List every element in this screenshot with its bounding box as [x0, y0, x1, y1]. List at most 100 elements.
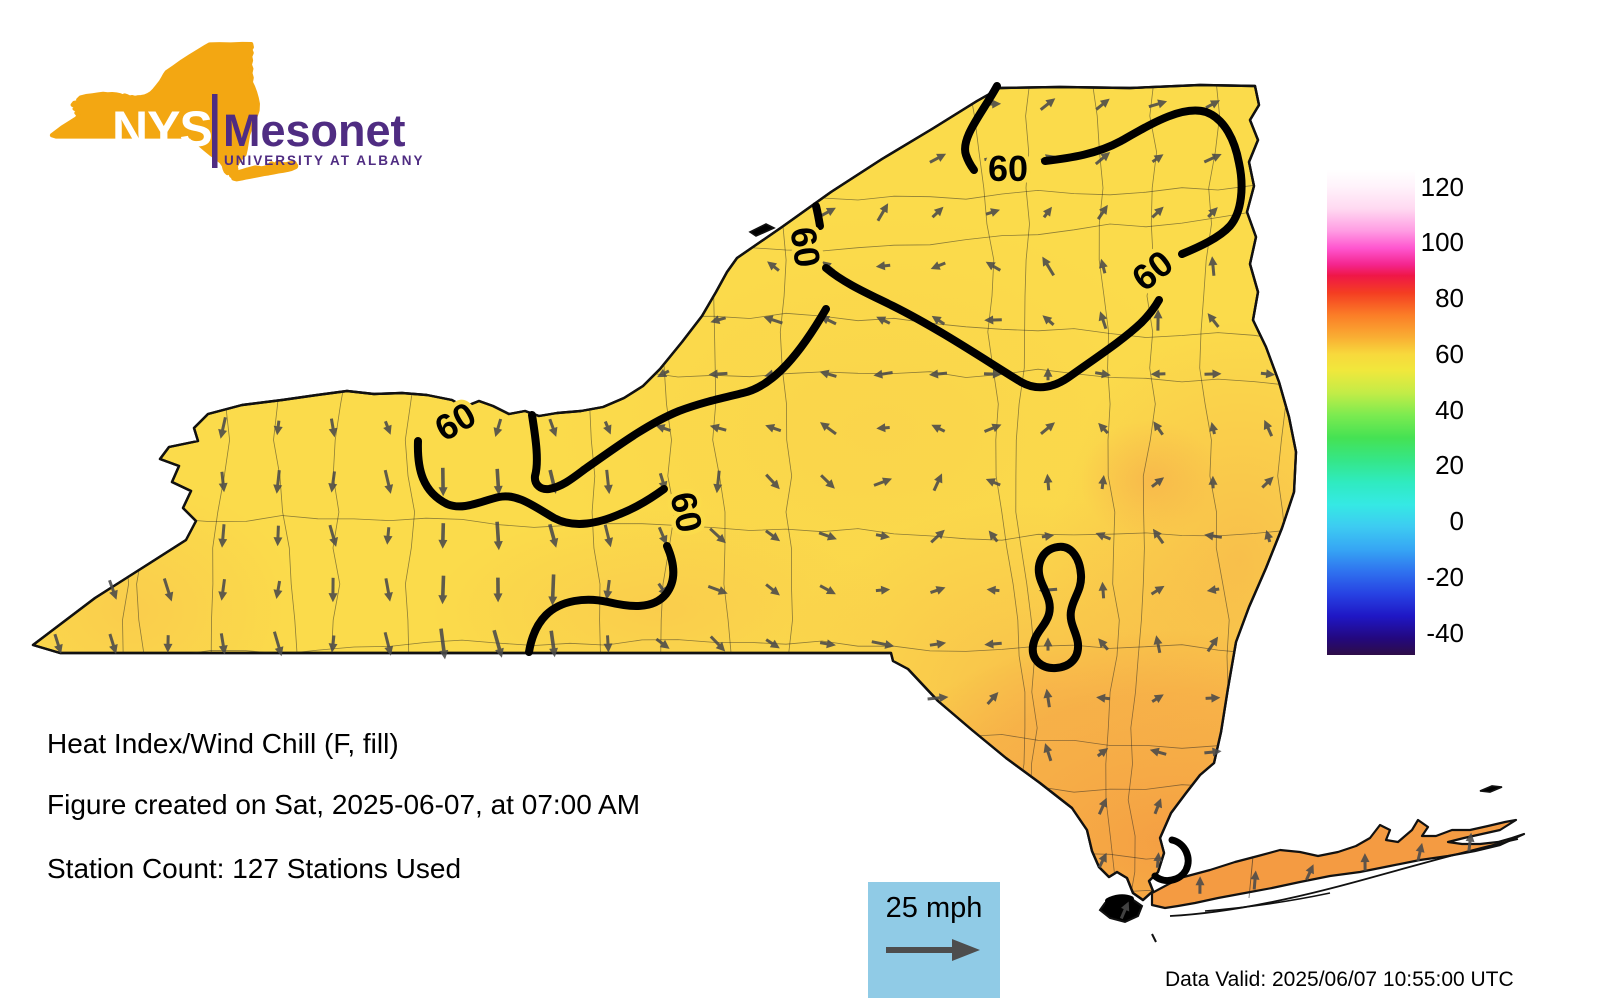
wind-arrow: [1151, 694, 1164, 703]
wind-arrow: [328, 577, 338, 603]
logo-acronym: NYS: [112, 101, 212, 157]
wind-arrow: [328, 418, 338, 438]
wind-arrow: [929, 153, 947, 164]
wind-arrow: [986, 585, 1000, 595]
wind-arrow: [929, 639, 947, 649]
wind-arrow: [1205, 100, 1220, 110]
wind-arrow: [1043, 473, 1053, 491]
wind-arrow: [713, 470, 723, 494]
wind-arrow: [1153, 852, 1163, 868]
wind-arrow: [384, 578, 393, 602]
wind-arrow: [985, 478, 1001, 487]
contour-60: [413, 437, 668, 528]
wind-arrow: [218, 471, 228, 493]
wind-arrow: [1094, 152, 1111, 166]
wind-arrow: [875, 585, 891, 595]
wind-arrow: [930, 529, 945, 544]
wind-arrow: [1150, 585, 1165, 596]
wind-arrow: [438, 467, 448, 497]
colorbar-tick-label: 0: [1449, 506, 1464, 537]
wind-arrow: [273, 525, 283, 547]
lake-island: [748, 223, 776, 237]
wind-arrow: [1095, 532, 1112, 541]
wind-arrow: [549, 630, 558, 658]
wind-arrow: [1153, 798, 1162, 815]
wind-arrow: [383, 469, 394, 494]
contour-60-nyc: [1151, 836, 1192, 885]
wind-arrow: [708, 369, 728, 379]
contour-60-closed: [1028, 542, 1086, 673]
wind-arrow: [820, 422, 837, 436]
colorbar-gradient: [1327, 170, 1415, 655]
wind-arrow: [548, 574, 558, 606]
wind-arrow: [820, 474, 835, 489]
wind-arrow: [819, 369, 837, 379]
wind-arrow: [1305, 864, 1314, 881]
tiny-islet-mark: [1151, 933, 1157, 943]
wind-arrow: [1098, 638, 1109, 651]
wind-speed-legend: 25 mph: [868, 882, 1000, 998]
county-border: [1127, 85, 1158, 900]
wind-arrow: [1094, 369, 1111, 379]
wind-arrow: [763, 315, 783, 325]
wind-arrow: [272, 631, 284, 657]
wind-arrow: [603, 469, 613, 495]
wind-arrow: [1098, 422, 1109, 435]
wind-arrow: [1148, 99, 1168, 109]
wind-arrow: [765, 529, 781, 542]
wind-arrow: [1264, 530, 1274, 543]
wind-arrow: [1149, 747, 1167, 757]
wind-arrow: [932, 473, 943, 492]
wind-arrow: [163, 635, 173, 653]
wind-arrow: [931, 424, 946, 433]
wind-arrow: [218, 524, 228, 548]
wind-arrow: [984, 315, 1002, 325]
wind-arrow: [988, 530, 999, 543]
wind-arrow: [1465, 832, 1475, 852]
wind-arrow: [603, 420, 612, 435]
wind-arrow: [1209, 422, 1218, 435]
wind-arrow: [1203, 153, 1222, 164]
contour-60: [1041, 106, 1246, 258]
nys-mesonet-logo: NYS Mesonet UNIVERSITY AT ALBANY: [49, 41, 425, 182]
wind-arrow: [709, 527, 726, 544]
barrier-island-line: [1204, 892, 1331, 912]
wind-arrow: [931, 315, 946, 326]
wind-arrow: [876, 203, 889, 222]
wind-arrow: [819, 639, 836, 649]
wind-arrow: [1205, 693, 1221, 703]
wind-arrow: [273, 420, 283, 436]
wind-arrow: [1152, 528, 1165, 545]
wind-arrow: [1263, 419, 1274, 437]
wind-arrow: [1150, 369, 1166, 379]
wind-arrow: [985, 261, 1002, 272]
wind-arrow: [493, 521, 503, 551]
wind-arrow: [273, 580, 283, 599]
wind-arrow: [655, 424, 671, 433]
wind-arrow: [1261, 476, 1274, 489]
wind-arrow: [328, 471, 338, 493]
wind-arrow: [985, 208, 1000, 217]
wind-arrow: [986, 692, 999, 706]
logo-subtitle: UNIVERSITY AT ALBANY: [224, 153, 425, 168]
variable-title: Heat Index/Wind Chill (F, fill): [47, 728, 399, 759]
wind-arrow: [1195, 876, 1205, 894]
wind-arrow: [1042, 206, 1052, 219]
wind-arrow: [493, 577, 503, 603]
wind-arrow: [603, 579, 613, 600]
wind-arrow: [1041, 532, 1055, 541]
wind-arrow: [930, 586, 946, 595]
wind-arrow: [328, 635, 338, 653]
wind-arrow: [548, 418, 558, 437]
wind-arrow: [1099, 258, 1108, 274]
wind-arrow: [1095, 98, 1110, 111]
wind-arrow: [1096, 748, 1109, 758]
county-border: [1248, 855, 1254, 899]
wind-arrow: [983, 369, 1002, 379]
wind-arrow: [1153, 309, 1163, 331]
contour-60: [528, 305, 830, 494]
colorbar-tick-label: 60: [1435, 338, 1464, 369]
colorbar-tick-label: 120: [1420, 171, 1464, 202]
wind-arrow: [1208, 256, 1218, 276]
colorbar-tick-label: 100: [1420, 227, 1464, 258]
